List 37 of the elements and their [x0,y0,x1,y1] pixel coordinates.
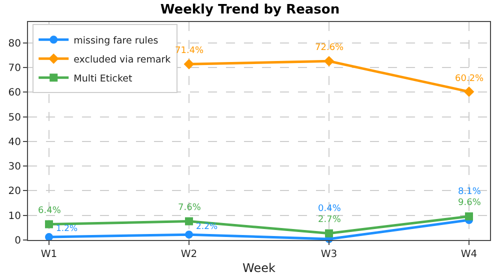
point [325,229,333,238]
point [465,212,473,220]
legend-label: excluded via remark [74,54,172,66]
y-tick-label: 40 [8,136,21,148]
point [464,86,474,97]
y-tick-label: 50 [8,112,21,124]
y-tick-label: 70 [8,63,21,74]
point [184,58,194,70]
data-label: 2.7% [318,215,342,225]
data-label: 72.6% [315,43,344,53]
y-tick-label: 60 [8,88,21,99]
legend-label: Multi Eticket [74,73,132,84]
data-label: 9.6% [458,198,482,208]
chart-title: Weekly Trend by Reason [160,2,340,18]
y-tick-label: 20 [8,186,21,198]
y-tick-label: 0 [14,236,21,246]
data-label: 6.4% [38,206,62,216]
x-tick-label: W3 [320,249,338,260]
x-tick-label: W2 [180,249,198,260]
x-tick-label: W1 [40,249,58,260]
data-label: 8.1% [458,187,482,197]
data-label: 2.2% [196,222,218,232]
data-label: 71.4% [175,46,204,56]
y-tick-label: 30 [8,162,21,173]
x-axis-title: Week [242,260,276,275]
y-tick-label: 80 [8,38,21,50]
data-label: 1.2% [56,224,78,234]
data-label: 60.2% [455,74,484,84]
data-label: 0.4% [318,204,342,214]
legend-label: missing fare rules [74,35,158,46]
point [45,220,53,228]
y-tick-label: 10 [8,210,21,222]
point [324,56,334,66]
point [185,217,193,226]
point [185,230,193,239]
x-tick-label: W4 [460,249,478,260]
data-label: 7.6% [178,203,202,213]
